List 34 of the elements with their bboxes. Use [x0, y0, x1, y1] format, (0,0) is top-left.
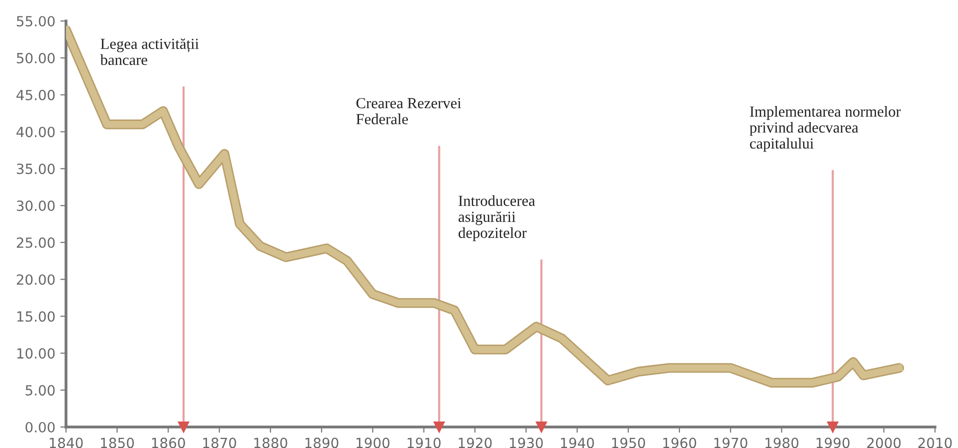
y-tick-label: 0.00 — [26, 422, 55, 432]
x-tick-label: 1930 — [510, 438, 543, 448]
x-tick-label: 1840 — [50, 438, 83, 448]
y-tick-label: 5.00 — [26, 385, 55, 396]
y-tick-label: 20.00 — [16, 274, 55, 285]
x-tick-label: 2000 — [867, 438, 901, 448]
ref-line-label: Crearea Rezervei Federale — [356, 98, 462, 124]
ref-line-label: Introducerea asigurării depozitelor — [458, 195, 536, 242]
x-tick-label: 1990 — [816, 438, 850, 448]
x-tick-label: 1910 — [408, 438, 441, 448]
x-tick-label: 1980 — [766, 438, 798, 448]
x-tick-label: 1890 — [305, 438, 338, 448]
y-tick-label: 10.00 — [17, 348, 55, 359]
x-tick-label: 1850 — [100, 438, 134, 448]
x-tick-label: 1950 — [612, 438, 646, 448]
x-tick-label: 1940 — [561, 438, 594, 448]
x-tick-label: 1880 — [254, 438, 288, 448]
y-tick-label: 50.00 — [16, 52, 55, 64]
x-tick-label: 1970 — [714, 438, 748, 448]
x-tick-label: 1960 — [663, 438, 696, 448]
x-tick-label: 1920 — [458, 438, 492, 448]
x-tick-label: 1860 — [152, 438, 185, 448]
x-tick-label: 1900 — [356, 438, 390, 448]
y-tick-label: 30.00 — [16, 200, 55, 212]
y-tick-label: 45.00 — [16, 90, 55, 100]
y-tick-label: 25.00 — [16, 237, 55, 248]
x-tick-label: 1870 — [203, 438, 236, 448]
y-tick-label: 40.00 — [16, 126, 55, 138]
ref-line-label: Implementarea normelor privind adecvarea capitalului — [750, 106, 901, 152]
y-tick-label: 55.00 — [16, 16, 55, 26]
y-tick-label: 35.00 — [16, 164, 55, 174]
y-tick-label: 15.00 — [17, 311, 55, 322]
x-tick-label: 2010 — [918, 438, 952, 448]
ref-line-label: Legea activității bancare — [100, 38, 199, 66]
